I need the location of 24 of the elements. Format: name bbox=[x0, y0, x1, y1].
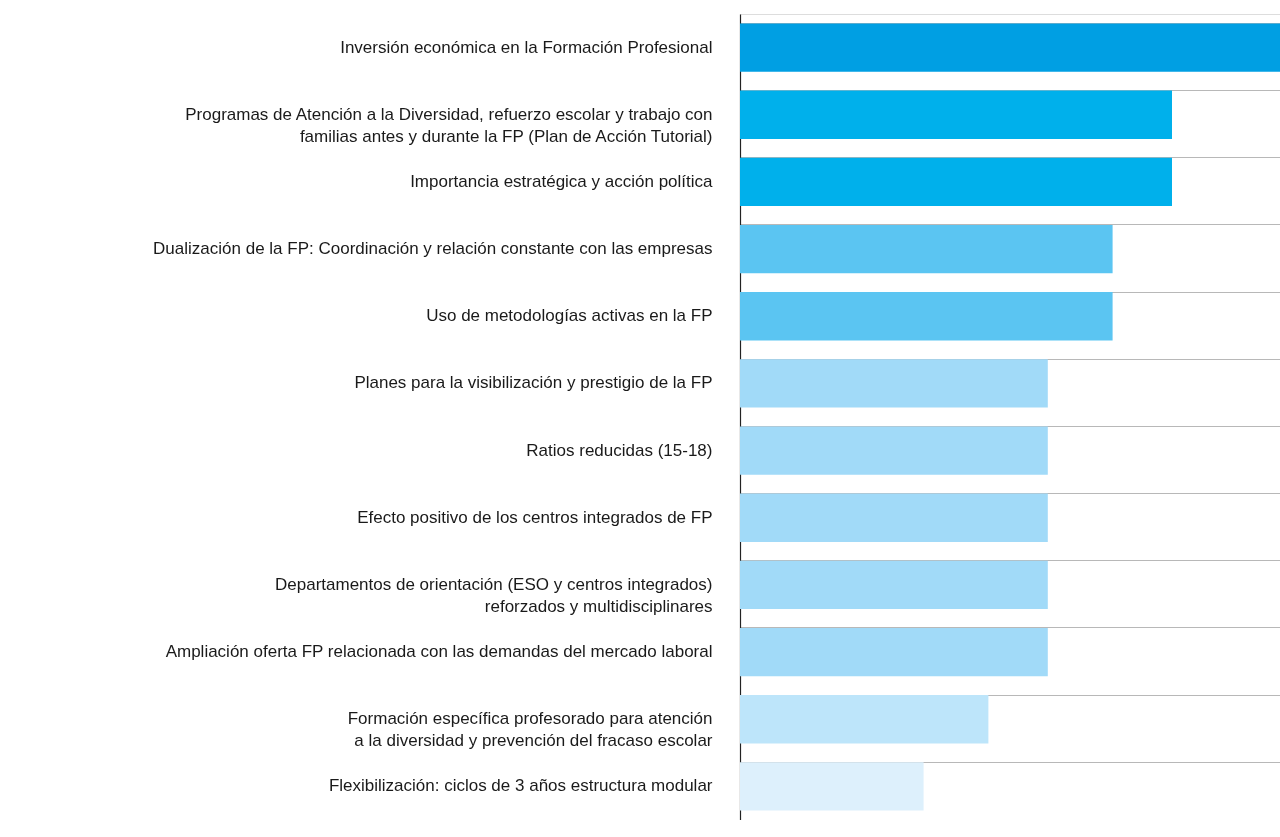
bar bbox=[740, 627, 1048, 677]
y-tick-label: Formación específica profesorado para atención a la diversidad y prevención del fracaso escolar bbox=[347, 709, 713, 751]
bar bbox=[740, 560, 1048, 610]
y-tick-label: Flexibilización: ciclos de 3 años estructura modular bbox=[328, 776, 713, 796]
bar bbox=[740, 23, 1280, 72]
y-tick-label: Programas de Atención a la Diversidad, refuerzo escolar y trabajo con familias antes y durante la FP (Plan de Acción Tutorial) bbox=[185, 104, 713, 146]
y-tick-label: Uso de metodologías activas en la FP bbox=[426, 306, 713, 326]
y-tick-label: Efecto positivo de los centros integrados de FP bbox=[357, 507, 713, 527]
bar bbox=[740, 157, 1172, 207]
y-tick-label: Importancia estratégica y acción política bbox=[410, 171, 714, 191]
bar bbox=[740, 762, 924, 811]
bar bbox=[740, 493, 1048, 542]
y-tick-label: Inversión económica en la Formación Profesional bbox=[340, 37, 713, 57]
y-tick-label: Departamentos de orientación (ESO y centros integrados) reforzados y multidisciplinares bbox=[274, 574, 713, 616]
y-tick-label: Planes para la visibilización y prestigio de la FP bbox=[354, 373, 713, 393]
bar bbox=[740, 695, 989, 744]
bar bbox=[740, 90, 1172, 139]
bar bbox=[740, 426, 1048, 475]
y-tick-label: Dualización de la FP: Coordinación y relación constante con las empresas bbox=[153, 239, 713, 259]
y-tick-label: Ampliación oferta FP relacionada con las demandas del mercado laboral bbox=[165, 642, 713, 662]
bar bbox=[740, 224, 1113, 274]
bar bbox=[740, 292, 1113, 341]
y-tick-label: Ratios reducidas (15-18) bbox=[526, 440, 713, 460]
bar bbox=[740, 359, 1048, 408]
